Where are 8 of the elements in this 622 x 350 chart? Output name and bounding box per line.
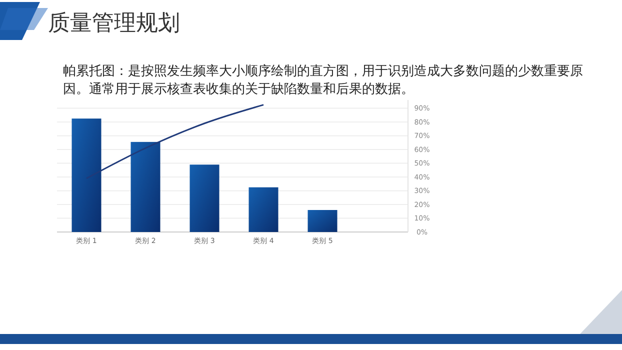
bar — [308, 210, 338, 232]
line-series — [86, 104, 264, 180]
chart-subtitle: 帕累托图：是按照发生频率大小顺序绘制的直方图，用于识别造成大多数问题的少数重要原因。通常用于展示核查表收集的关于缺陷数量和后果的数据。 — [63, 63, 583, 97]
bar — [130, 142, 160, 232]
chart-title: 质量管理规划 — [48, 11, 180, 36]
bar — [190, 164, 220, 232]
bar — [248, 187, 278, 232]
bar — [72, 118, 102, 232]
